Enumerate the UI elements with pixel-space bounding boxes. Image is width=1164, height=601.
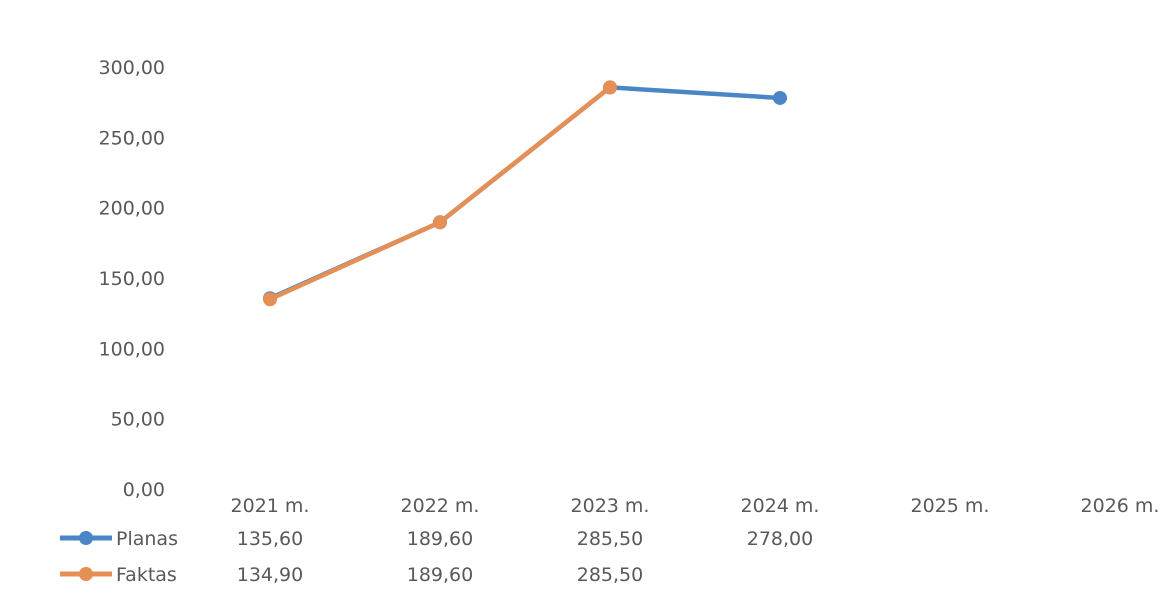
- series-planas: [263, 80, 787, 306]
- data-label: 285,50: [577, 564, 643, 586]
- x-tick-label: 2022 m.: [401, 495, 480, 517]
- data-label: 189,60: [407, 564, 473, 586]
- y-tick-label: 300,00: [99, 57, 165, 79]
- x-tick-label: 2025 m.: [911, 495, 990, 517]
- x-axis: 2021 m. 2022 m. 2023 m. 2024 m. 2025 m. 2026 …: [231, 495, 1160, 517]
- data-label: 285,50: [577, 528, 643, 550]
- series-line: [267, 85, 613, 302]
- x-tick-label: 2021 m.: [231, 495, 310, 517]
- y-tick-label: 200,00: [99, 198, 165, 220]
- y-tick-label: 50,00: [111, 409, 165, 431]
- legend-label: Faktas: [116, 564, 177, 586]
- data-table: Planas 135,60 189,60 285,50 278,00 Faktas 134,…: [60, 528, 813, 586]
- data-point: [433, 215, 447, 230]
- y-tick-label: 0,00: [123, 479, 165, 501]
- legend-label: Planas: [116, 528, 178, 550]
- series-faktas: [263, 80, 617, 307]
- legend-marker: [79, 531, 93, 545]
- data-label: 278,00: [747, 528, 813, 550]
- data-label: 189,60: [407, 528, 473, 550]
- x-tick-label: 2024 m.: [741, 495, 820, 517]
- table-row-planas: Planas 135,60 189,60 285,50 278,00: [60, 528, 813, 550]
- x-tick-label: 2023 m.: [571, 495, 650, 517]
- data-label: 135,60: [237, 528, 303, 550]
- series-layer: [263, 80, 787, 307]
- data-label: 134,90: [237, 564, 303, 586]
- y-tick-label: 150,00: [99, 268, 165, 290]
- data-point: [263, 292, 277, 307]
- data-point: [603, 80, 617, 95]
- y-tick-label: 100,00: [99, 338, 165, 360]
- y-axis: 0,00 50,00 100,00 150,00 200,00 250,00 300,00: [99, 57, 165, 501]
- legend-marker: [79, 567, 93, 581]
- data-point: [773, 90, 787, 105]
- table-row-faktas: Faktas 134,90 189,60 285,50: [60, 564, 643, 586]
- y-tick-label: 250,00: [99, 127, 165, 149]
- x-tick-label: 2026 m.: [1081, 495, 1160, 517]
